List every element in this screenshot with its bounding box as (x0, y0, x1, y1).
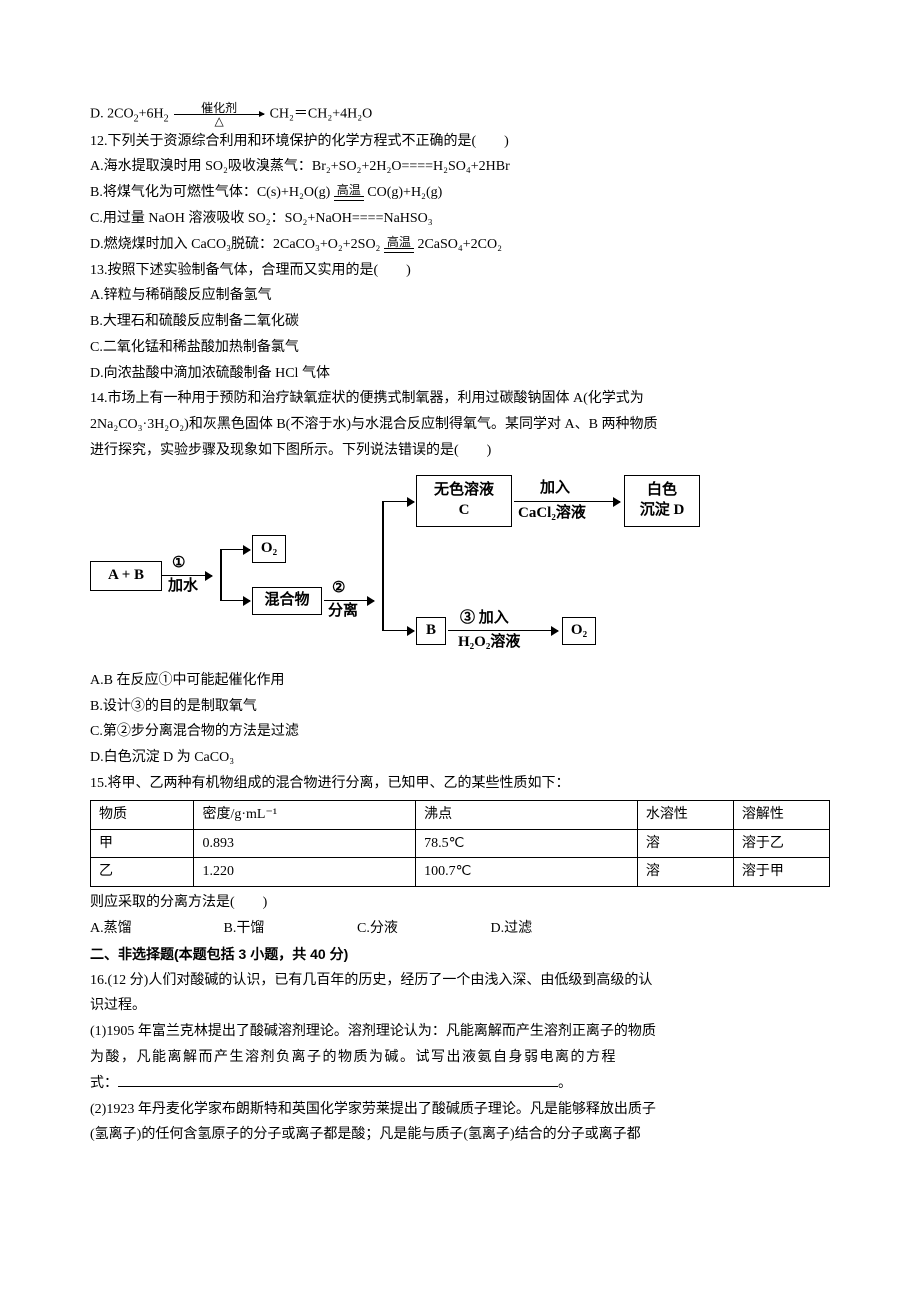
q16-stem: 16.(12 分)人们对酸碱的认识，已有几百年的历史，经历了一个由浅入深、由低级… (90, 969, 830, 993)
flow-diagram: A + B ① 加水 O₂ 混合物 ② 分离 无色溶液 C 加入 CaCl₂溶液… (90, 471, 790, 661)
answer-blank[interactable] (118, 1072, 558, 1087)
q15-C: C.分液 (357, 917, 487, 941)
q14-D: D.白色沉淀 D 为 CaCO₃ (90, 746, 830, 770)
table-row: 乙 1.220 100.7℃ 溶 溶于甲 (91, 858, 830, 887)
box-mix: 混合物 (252, 587, 322, 615)
q13-A: A.锌粒与稀硝酸反应制备氢气 (90, 284, 830, 308)
box-colorless: 无色溶液 C (416, 475, 512, 527)
q15-A: A.蒸馏 (90, 917, 220, 941)
arrow-cacl2 (514, 501, 620, 503)
q11-option-d: D. 2CO2+6H2 催化剂 △ CH₂＝CH₂+4H₂O (90, 102, 830, 128)
q16-1a: (1)1905 年富兰克林提出了酸碱溶剂理论。溶剂理论认为：凡能离解而产生溶剂正… (90, 1020, 830, 1044)
q15-B: B.干馏 (224, 917, 354, 941)
step2-top: ② (332, 579, 345, 597)
q16-stem2: 识过程。 (90, 994, 830, 1018)
q14-stem: 14.市场上有一种用于预防和治疗缺氧症状的便携式制氧器，利用过碳酸钠固体 A(化… (90, 387, 830, 411)
q12-A: A.海水提取溴时用 SO₂吸收溴蒸气：Br₂+SO₂+2H₂O====H₂SO₄… (90, 155, 830, 179)
step1-bot: 加水 (168, 577, 198, 595)
box-O2: O₂ (252, 535, 286, 563)
q12-D: D.燃烧煤时加入 CaCO₃脱硫：2CaCO₃+O₂+2SO₂ 高温 2CaSO… (90, 233, 830, 257)
box-B: B (416, 617, 446, 645)
reaction-arrow: 催化剂 △ (174, 102, 264, 127)
product: CH₂＝CH₂+4H₂O (270, 107, 373, 122)
table-row: 物质 密度/g·mL⁻¹ 沸点 水溶性 溶解性 (91, 800, 830, 829)
q14-stem2: 2Na₂CO₃·3H₂O₂)和灰黑色固体 B(不溶于水)与水混合反应制得氧气。某… (90, 413, 830, 437)
q13-B: B.大理石和硫酸反应制备二氧化碳 (90, 310, 830, 334)
box-AB: A + B (90, 561, 162, 591)
table-row: 甲 0.893 78.5℃ 溶 溶于乙 (91, 829, 830, 858)
q15-ask: 则应采取的分离方法是( ) (90, 891, 830, 915)
q12-B: B.将煤气化为可燃性气体：C(s)+H₂O(g) 高温 CO(g)+H₂(g) (90, 181, 830, 205)
q13-stem: 13.按照下述实验制备气体，合理而又实用的是( ) (90, 259, 830, 283)
q15-table: 物质 密度/g·mL⁻¹ 沸点 水溶性 溶解性 甲 0.893 78.5℃ 溶 … (90, 800, 830, 887)
q12-C: C.用过量 NaOH 溶液吸收 SO₂：SO₂+NaOH====NaHSO₃ (90, 207, 830, 231)
step2-bot: 分离 (328, 602, 358, 620)
q14-C: C.第②步分离混合物的方法是过滤 (90, 720, 830, 744)
part2-heading: 二、非选择题(本题包括 3 小题，共 40 分) (90, 943, 830, 967)
q16-1c: 式：。 (90, 1072, 830, 1096)
q12-stem: 12.下列关于资源综合利用和环境保护的化学方程式不正确的是( ) (90, 130, 830, 154)
box-white: 白色 沉淀 D (624, 475, 700, 527)
q16-2a: (2)1923 年丹麦化学家布朗斯特和英国化学家劳莱提出了酸碱质子理论。凡是能够… (90, 1098, 830, 1122)
q14-A: A.B 在反应①中可能起催化作用 (90, 669, 830, 693)
add-top: 加入 (540, 479, 570, 497)
eq-arrow: 高温 (334, 184, 364, 201)
eq-arrow: 高温 (384, 236, 414, 253)
q14-B: B.设计③的目的是制取氧气 (90, 695, 830, 719)
step3-top: ③ 加入 (460, 609, 509, 627)
step3-bot: H₂O₂溶液 (458, 633, 520, 651)
box-O2b: O₂ (562, 617, 596, 645)
q15-stem: 15.将甲、乙两种有机物组成的混合物进行分离，已知甲、乙的某些性质如下： (90, 772, 830, 796)
add-bot: CaCl₂溶液 (518, 504, 586, 522)
text: D. 2CO (90, 107, 134, 122)
q14-stem3: 进行探究，实验步骤及现象如下图所示。下列说法错误的是( ) (90, 439, 830, 463)
q15-D: D.过滤 (491, 917, 621, 941)
q16-1b: 为酸，凡能离解而产生溶剂负离子的物质为碱。试写出液氨自身弱电离的方程 (90, 1046, 830, 1070)
q13-C: C.二氧化锰和稀盐酸加热制备氯气 (90, 336, 830, 360)
arrow-3 (448, 630, 558, 632)
step1-top: ① (172, 554, 185, 572)
q15-options: A.蒸馏 B.干馏 C.分液 D.过滤 (90, 917, 830, 941)
q16-2b: (氢离子)的任何含氢原子的分子或离子都是酸；凡是能与质子(氢离子)结合的分子或离… (90, 1123, 830, 1147)
q13-D: D.向浓盐酸中滴加浓硫酸制备 HCl 气体 (90, 362, 830, 386)
